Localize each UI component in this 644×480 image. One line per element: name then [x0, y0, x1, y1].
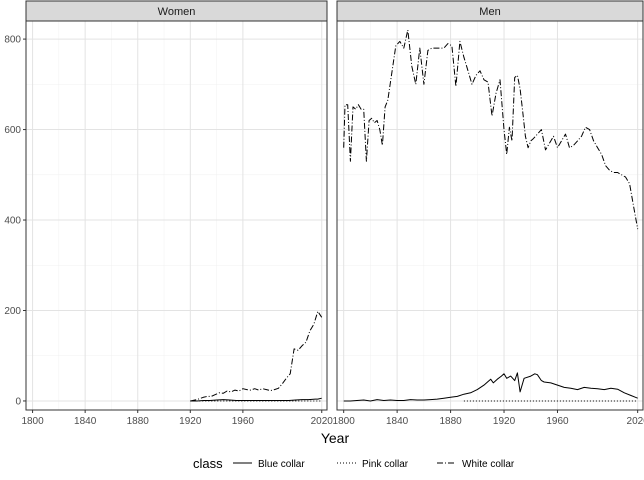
panel-background — [26, 21, 327, 410]
panel-men: Men 1800 1840 1880 1920 1960 2020 — [333, 0, 644, 427]
y-tick-label: 0 — [15, 396, 21, 407]
x-tick-label: 1920 — [179, 416, 202, 427]
panel-border — [25, 20, 328, 411]
x-tick-label: 1800 — [21, 416, 44, 427]
x-tick-label: 1840 — [386, 416, 409, 427]
y-tick-label: 200 — [4, 306, 21, 317]
x-tick-label: 1880 — [127, 416, 150, 427]
panel-women: Women 1800 1840 1880 1920 1960 2020 — [21, 0, 334, 427]
y-axis: 0 200 400 600 800 — [4, 35, 26, 407]
panel-border — [336, 20, 644, 411]
legend: class Blue collar Pink collar White coll… — [193, 456, 515, 471]
x-tick-label: 1960 — [232, 416, 255, 427]
legend-label-blue-collar: Blue collar — [258, 459, 305, 470]
legend-label-white-collar: White collar — [462, 459, 515, 470]
panel-men-title: Men — [479, 6, 500, 18]
series-line-white — [190, 310, 323, 402]
panel-women-plot-area: 1800 1840 1880 1920 1960 2020 — [21, 20, 334, 427]
x-tick-label: 2020 — [311, 416, 334, 427]
x-tick-label: 1920 — [493, 416, 516, 427]
legend-label-pink-collar: Pink collar — [362, 459, 409, 470]
y-tick-label: 800 — [4, 35, 21, 46]
x-tick-label: 1960 — [546, 416, 569, 427]
y-tick-label: 600 — [4, 125, 21, 136]
panel-women-title: Women — [158, 6, 196, 18]
x-tick-label: 1800 — [333, 416, 356, 427]
x-tick-label: 1840 — [74, 416, 97, 427]
series-line-white — [343, 29, 639, 230]
x-tick-label: 2020 — [627, 416, 644, 427]
y-tick-label: 400 — [4, 216, 21, 227]
legend-title: class — [193, 456, 223, 471]
x-tick-label: 1880 — [439, 416, 462, 427]
panel-background — [337, 21, 643, 410]
panel-men-plot-area: 1800 1840 1880 1920 1960 2020 — [333, 20, 644, 427]
x-axis-label: Year — [321, 430, 350, 446]
series-line-blue — [343, 372, 638, 402]
